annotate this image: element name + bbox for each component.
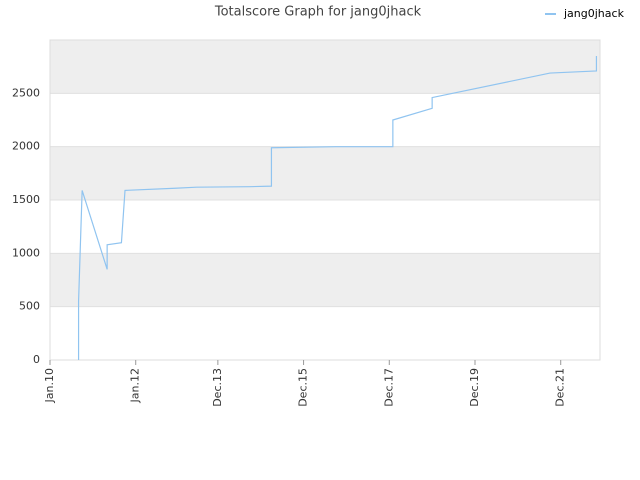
x-tick-label: Dec.13 xyxy=(211,368,224,407)
data-line xyxy=(77,56,598,360)
grid-band xyxy=(50,306,600,360)
plot-border xyxy=(49,39,601,361)
y-tick-label: 1000 xyxy=(12,246,40,259)
y-tick-label: 500 xyxy=(19,300,40,313)
grid-band xyxy=(50,93,600,147)
y-tick-label: 2500 xyxy=(12,86,40,99)
y-tick-label: 1500 xyxy=(12,193,40,206)
grid-band xyxy=(50,146,600,200)
grid-band xyxy=(50,200,600,254)
grid-band xyxy=(50,40,600,94)
chart-title: Totalscore Graph for jang0jhack xyxy=(214,5,422,20)
y-tick-label: 2000 xyxy=(12,140,40,153)
x-tick-label: Dec.19 xyxy=(468,368,481,407)
x-tick-label: Dec.15 xyxy=(297,368,310,407)
x-tick-label: Dec.21 xyxy=(554,368,567,407)
x-tick-label: Jan.10 xyxy=(43,368,56,403)
x-tick-label: Jan.12 xyxy=(129,368,142,403)
legend-label: jang0jhack xyxy=(563,7,625,20)
grid-band xyxy=(50,253,600,307)
x-tick-label: Dec.17 xyxy=(382,368,395,407)
y-tick-label: 0 xyxy=(33,353,40,366)
